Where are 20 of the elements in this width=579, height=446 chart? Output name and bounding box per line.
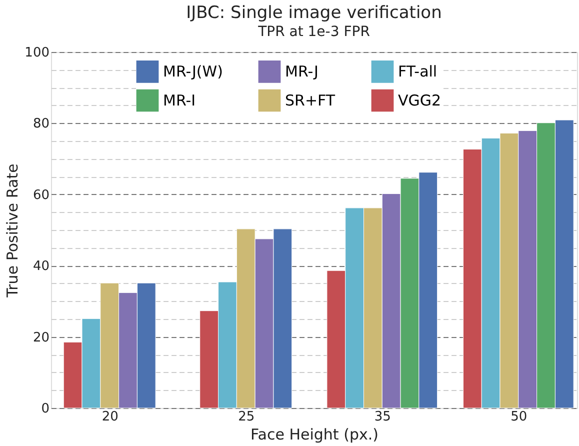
legend-label: MR-J — [285, 62, 318, 81]
y-axis-title: True Positive Rate — [4, 164, 22, 298]
y-tick-label: 0 — [41, 402, 50, 416]
chart-title: IJBC: Single image verification — [186, 3, 442, 23]
x-tick-label: 50 — [510, 410, 528, 424]
legend-label: MR-I — [163, 92, 196, 110]
x-tick-label: 35 — [374, 410, 391, 424]
chart-subtitle: TPR at 1e-3 FPR — [257, 24, 370, 40]
y-tick-label: 20 — [32, 330, 50, 346]
x-tick-label: 25 — [238, 410, 255, 424]
legend-label: SR+FT — [285, 92, 336, 110]
y-tick-label: 40 — [32, 259, 50, 274]
y-tick-label: 60 — [32, 188, 50, 203]
legend-label: VGG2 — [398, 92, 442, 110]
x-tick-label: 20 — [102, 410, 118, 424]
x-axis-title: Face Height (px.) — [250, 426, 378, 444]
legend-label: FT-all — [398, 62, 438, 81]
y-tick-label: 80 — [32, 116, 50, 132]
y-tick-label: 100 — [24, 46, 50, 60]
legend-label: MR-J(W) — [163, 62, 223, 81]
